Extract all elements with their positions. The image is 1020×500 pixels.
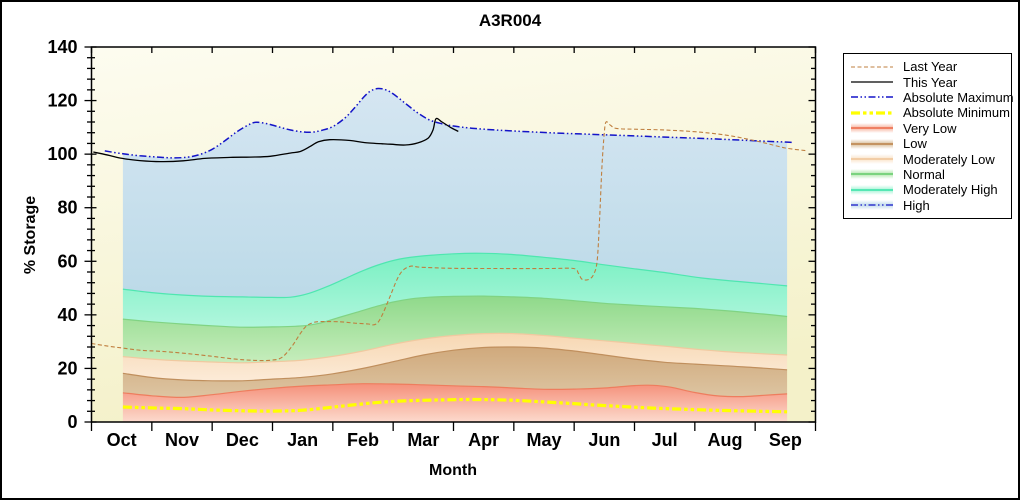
legend-label-last-year: Last Year — [903, 59, 958, 75]
y-tick-label-20: 20 — [57, 358, 77, 378]
legend-item-absolute-maximum: Absolute Maximum — [850, 90, 1014, 105]
y-tick-label-40: 40 — [57, 305, 77, 325]
series-absolute-minimum — [122, 397, 788, 414]
axis-labels: 0 20 40 60 80 100 120 140 Oct Nov Dec Jan Feb Mar Apr M… — [47, 37, 801, 450]
x-tick-label-jul: Jul — [652, 430, 678, 450]
band-edge-moderately-high — [122, 252, 788, 299]
legend-swatch-normal — [851, 169, 893, 180]
band-normal — [122, 296, 788, 363]
legend-item-very-low: Very Low — [850, 121, 1007, 136]
legend-swatch-absolute-minimum — [851, 111, 893, 115]
legend-label-very-low: Very Low — [903, 120, 957, 136]
legend-label-absolute-minimum: Absolute Minimum — [903, 105, 1010, 121]
series-last-year — [91, 121, 807, 362]
band-edge-normal — [122, 295, 788, 328]
chart-title: A3R004 — [478, 11, 542, 30]
band-edge-moderately-low — [122, 332, 788, 364]
series-absolute-maximum — [104, 87, 794, 159]
legend-swatch-absolute-maximum — [851, 96, 893, 99]
legend-item-high: High — [850, 198, 1007, 213]
x-tick-label-nov: Nov — [165, 430, 199, 450]
legend-label-high: High — [903, 197, 930, 213]
legend-label-moderately-low: Moderately Low — [903, 151, 995, 167]
x-tick-label-aug: Aug — [708, 430, 743, 450]
band-low — [122, 346, 788, 398]
y-tick-label-100: 100 — [47, 144, 77, 164]
legend-label-moderately-high: Moderately High — [903, 182, 998, 198]
legend-item-moderately-high: Moderately High — [850, 182, 1007, 197]
band-moderately-low — [122, 333, 788, 381]
legend-swatch-high — [851, 200, 893, 211]
legend-label-normal: Normal — [903, 166, 945, 182]
band-edge-very-low — [122, 383, 788, 399]
legend-item-last-year: Last Year — [850, 59, 1007, 74]
band-moderately-high — [122, 253, 788, 328]
band-high — [122, 88, 788, 298]
legend-item-normal: Normal — [850, 167, 1007, 182]
legend-label-absolute-maximum: Absolute Maximum — [903, 89, 1014, 105]
band-edge-low — [122, 346, 788, 382]
band-very-low — [122, 383, 788, 422]
legend-swatch-last-year — [851, 66, 893, 68]
x-tick-label-dec: Dec — [226, 430, 259, 450]
x-tick-label-jan: Jan — [287, 430, 318, 450]
legend-label-low: Low — [903, 136, 927, 152]
legend: Last Year This Year Absolute Maximum Absolu… — [843, 53, 1014, 219]
legend-item-absolute-minimum: Absolute Minimum — [850, 105, 1010, 121]
x-tick-label-sep: Sep — [769, 430, 802, 450]
y-tick-label-140: 140 — [47, 37, 77, 57]
x-tick-label-mar: Mar — [407, 430, 439, 450]
y-tick-label-0: 0 — [67, 412, 77, 432]
x-tick-label-may: May — [526, 430, 561, 450]
legend-swatch-this-year — [851, 81, 893, 83]
legend-item-moderately-low: Moderately Low — [850, 151, 1007, 167]
legend-swatch-moderately-high — [851, 184, 893, 195]
y-tick-label-120: 120 — [47, 91, 77, 111]
x-tick-label-apr: Apr — [468, 430, 499, 450]
x-axis-title: Month — [429, 462, 477, 479]
x-tick-label-feb: Feb — [347, 430, 379, 450]
legend-swatch-moderately-low — [851, 154, 893, 165]
x-tick-label-jun: Jun — [588, 430, 620, 450]
y-tick-label-80: 80 — [57, 198, 77, 218]
axis-ticks — [84, 46, 817, 431]
x-tick-label-oct: Oct — [107, 430, 137, 450]
series-this-year — [93, 117, 459, 163]
legend-label-this-year: This Year — [903, 74, 958, 90]
y-tick-label-60: 60 — [57, 251, 77, 271]
legend-item-low: Low — [850, 136, 1007, 151]
legend-swatch-low — [851, 138, 893, 149]
legend-item-this-year: This Year — [850, 74, 1007, 90]
legend-swatch-very-low — [851, 123, 893, 134]
